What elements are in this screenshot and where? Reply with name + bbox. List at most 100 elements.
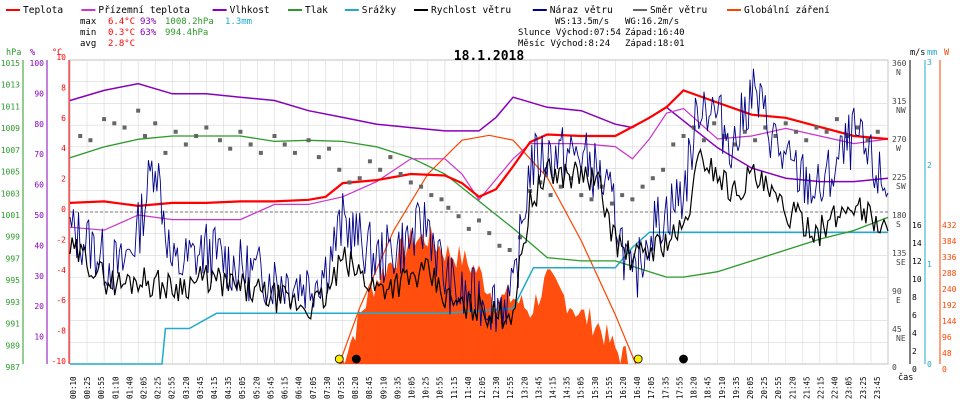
wind-direction-point [272, 134, 277, 138]
x-tick-label: 23:05 [845, 376, 854, 399]
wind-direction-point [446, 205, 451, 210]
moon-rise: Měsíc Východ:8:24 [518, 39, 610, 49]
wind-direction-point [456, 214, 461, 219]
dir-axis-tick: 270 [892, 135, 907, 144]
x-tick-label: 23:45 [873, 376, 882, 399]
x-tick-label: 21:45 [802, 376, 811, 399]
wind-direction-point [306, 138, 311, 143]
wind-direction-point [419, 184, 424, 189]
wind-direction-point [793, 129, 798, 134]
wind-direction-point [378, 167, 383, 172]
x-tick-label: 13:20 [520, 376, 529, 399]
wind-direction-point [497, 243, 502, 248]
wind-direction-point [282, 142, 287, 147]
x-tick-label: 08:45 [365, 376, 374, 399]
x-tick-label: 14:15 [549, 376, 558, 399]
sun-set: Západ:16:40 [625, 28, 685, 38]
wind-direction-point [347, 180, 352, 185]
wind-axis-tick: 0 [912, 365, 917, 374]
x-tick-label: 04:35 [224, 376, 233, 399]
wind-direction-point [569, 176, 574, 181]
wind-direction-point [398, 172, 403, 176]
left-axis-tick: 90 [34, 89, 44, 98]
dir-axis-tick: 360 [892, 59, 907, 68]
wind-direction-point [875, 129, 880, 134]
wind-direction-point [732, 142, 737, 147]
dir-axis-label: NE [896, 334, 906, 343]
wind-direction-point [517, 235, 522, 240]
left-axis-tick: -6 [56, 296, 66, 305]
left-axis-tick: -10 [52, 357, 67, 366]
stats-label: max [80, 17, 97, 27]
left-axis-tick: -4 [56, 266, 66, 275]
x-tick-label: 05:45 [266, 376, 275, 399]
dir-axis-label: SW [896, 182, 906, 191]
wind-direction-point [238, 129, 243, 134]
wind-axis-tick: 2 [912, 347, 917, 356]
x-tick-label: 21:20 [788, 376, 797, 399]
x-tick-label: 10:05 [407, 376, 416, 399]
rad-axis-unit: W [944, 48, 950, 58]
wind-direction-point [650, 176, 655, 181]
wind-direction-point [865, 138, 870, 143]
x-tick-label: 11:15 [450, 376, 459, 399]
wind-direction-point [136, 108, 141, 113]
x-tick-label: 04:15 [210, 376, 219, 399]
rad-axis-tick: 336 [942, 253, 957, 262]
wind-direction-point [630, 197, 635, 202]
legend-item-7: Směr větru [650, 5, 707, 16]
x-tick-label: 18:45 [704, 376, 713, 399]
wind-direction-point [258, 150, 263, 155]
stats-temp: 2.8°C [108, 39, 135, 49]
legend-item-6: Náraz větru [550, 5, 613, 16]
x-tick-label: 03:45 [196, 376, 205, 399]
rain-axis-unit: mm [927, 48, 937, 58]
wind-direction-point [804, 138, 809, 143]
wind-direction-point [429, 193, 434, 198]
wind-direction-point [773, 134, 778, 138]
dir-axis-tick: 45 [892, 325, 902, 334]
wind-axis-tick: 10 [912, 275, 922, 284]
wind-direction-point [183, 142, 188, 147]
legend-item-5: Rychlost větru [431, 5, 511, 16]
dir-axis-label: S [896, 220, 901, 229]
x-tick-label: 14:35 [563, 376, 572, 399]
wind-direction-point [722, 134, 727, 138]
x-tick-label: 10:25 [422, 376, 431, 399]
wind-direction-point [78, 134, 83, 138]
wind-axis-tick: 12 [912, 257, 922, 266]
left-axis-tick: 1001 [1, 211, 20, 220]
x-tick-label: 20:55 [774, 376, 783, 399]
left-axis-tick: 987 [6, 363, 21, 372]
wind-direction-point [855, 125, 860, 130]
wind-direction-point [712, 121, 717, 126]
wind-direction-point [88, 138, 93, 143]
rain-axis-tick: 1 [927, 260, 932, 269]
x-tick-label: 15:55 [605, 376, 614, 399]
left-axis-tick: 1015 [1, 59, 20, 68]
dir-axis-label: SE [896, 258, 906, 267]
dir-axis-tick: 135 [892, 249, 907, 258]
wind-direction-point [824, 129, 829, 134]
rain-axis-tick: 3 [927, 58, 932, 67]
left-axis-tick: 10 [34, 333, 44, 342]
sunrise-marker [334, 354, 344, 364]
left-axis-tick: 30 [34, 272, 44, 281]
left-axis-tick: -8 [56, 327, 66, 336]
wind-direction-point [327, 146, 332, 151]
x-tick-label: 06:15 [281, 376, 290, 399]
wind-direction-point [388, 155, 393, 160]
stats-label: min [80, 28, 96, 38]
x-tick-label: 18:20 [690, 376, 699, 399]
x-tick-label: 16:20 [619, 376, 628, 399]
wind-axis-tick: 6 [912, 311, 917, 320]
x-tick-label: 01:10 [111, 376, 120, 399]
x-tick-label: 12:55 [506, 376, 515, 399]
wind-direction-point [620, 193, 625, 198]
rain-axis-tick: 2 [927, 161, 932, 170]
wind-direction-point [753, 138, 758, 143]
wind-speed-line [69, 147, 889, 330]
legend-item-3: Tlak [305, 5, 328, 16]
wind-direction-point [466, 226, 471, 231]
